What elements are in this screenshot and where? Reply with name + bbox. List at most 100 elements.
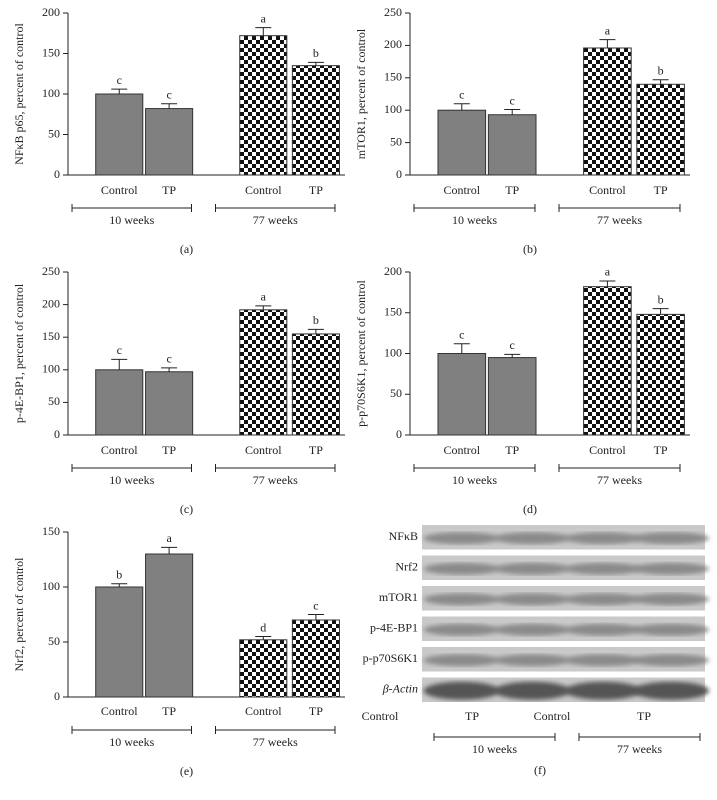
group-bracket (215, 726, 336, 734)
panel-label: (a) (180, 242, 193, 256)
significance-letter: b (658, 63, 664, 77)
significance-letter: c (459, 87, 464, 101)
group-label: 77 weeks (253, 473, 298, 487)
blot-band (633, 654, 710, 667)
y-tick-label: 100 (384, 345, 402, 359)
blot-band (565, 562, 642, 575)
x-tick-label: TP (162, 443, 176, 457)
significance-letter: c (510, 338, 515, 352)
y-tick-label: 50 (390, 386, 402, 400)
y-tick-label: 250 (42, 264, 60, 278)
blot-band (565, 654, 642, 667)
x-tick-label: Control (443, 443, 480, 457)
bar (239, 639, 288, 698)
y-tick-label: 250 (384, 5, 402, 19)
significance-letter: c (117, 73, 122, 87)
bar (291, 619, 340, 698)
significance-letter: a (605, 23, 611, 37)
x-tick-label: TP (654, 443, 668, 457)
bar (95, 586, 144, 698)
significance-letter: c (166, 352, 171, 366)
bar (583, 47, 632, 176)
y-tick-label: 100 (42, 579, 60, 593)
group-label: 10 weeks (452, 473, 497, 487)
group-bracket (71, 464, 192, 472)
blot-band (565, 593, 642, 606)
blot-row-label: mTOR1 (379, 590, 418, 604)
error-bar (652, 79, 669, 85)
group-bracket (71, 204, 192, 212)
significance-letter: c (510, 93, 515, 107)
blot-band (633, 593, 710, 606)
y-tick-label: 150 (384, 70, 402, 84)
blot-lane-label: Control (534, 709, 571, 723)
error-bar (652, 308, 669, 315)
error-bar (307, 328, 324, 334)
significance-letter: a (261, 11, 267, 25)
error-bar (599, 280, 616, 287)
blot-band (565, 532, 642, 545)
blot-band (423, 623, 500, 636)
y-tick-label: 150 (42, 524, 60, 538)
blot-row-label: NFκB (389, 529, 418, 543)
y-tick-label: 100 (42, 86, 60, 100)
bar (95, 369, 144, 436)
error-bar (255, 636, 272, 640)
x-tick-label: Control (589, 443, 626, 457)
x-tick-label: TP (505, 183, 519, 197)
y-tick-label: 50 (48, 634, 60, 648)
blot-row-label: p-p70S6K1 (363, 651, 418, 665)
group-label: 77 weeks (597, 213, 642, 227)
group-label: 10 weeks (109, 213, 154, 227)
panel-label: (c) (180, 502, 193, 516)
x-tick-label: Control (443, 183, 480, 197)
group-label: 10 weeks (472, 742, 517, 756)
blot-row-label: Nrf2 (395, 560, 418, 574)
error-bar (161, 546, 178, 554)
significance-letter: c (459, 327, 464, 341)
blot-band (494, 623, 571, 636)
x-tick-label: TP (654, 183, 668, 197)
y-tick-label: 150 (42, 45, 60, 59)
x-tick-label: Control (101, 704, 138, 718)
group-label: 77 weeks (617, 742, 662, 756)
significance-letter: b (116, 567, 122, 581)
blot-row-label: p-4E-BP1 (370, 621, 418, 635)
y-tick-label: 150 (42, 329, 60, 343)
blot-band (565, 681, 642, 700)
significance-letter: d (260, 620, 266, 634)
x-tick-label: TP (162, 183, 176, 197)
bar (487, 357, 537, 436)
x-tick-label: TP (309, 704, 323, 718)
significance-letter: a (605, 265, 611, 279)
x-tick-label: TP (309, 183, 323, 197)
y-tick-label: 100 (384, 102, 402, 116)
group-label: 77 weeks (253, 735, 298, 749)
blot-band (423, 562, 500, 575)
significance-letter: b (658, 292, 664, 306)
group-label: 77 weeks (253, 213, 298, 227)
error-bar (161, 103, 178, 109)
panel-label: (e) (180, 764, 193, 778)
bar (437, 353, 487, 436)
error-bar (453, 343, 470, 354)
significance-letter: c (313, 598, 318, 612)
error-bar (111, 88, 128, 94)
bar (291, 65, 340, 176)
x-tick-label: Control (245, 183, 282, 197)
bar (636, 313, 685, 436)
blot-band (633, 623, 710, 636)
x-tick-label: Control (589, 183, 626, 197)
significance-letter: a (261, 290, 267, 304)
blot-band (633, 681, 710, 700)
blot-row-label: β-Actin (382, 682, 418, 696)
group-bracket (558, 464, 681, 472)
bar (291, 333, 340, 436)
error-bar (111, 358, 128, 370)
bar (239, 309, 288, 436)
bar (145, 553, 194, 698)
y-tick-label: 0 (54, 427, 60, 441)
blot-band (494, 593, 571, 606)
y-tick-label: 50 (48, 394, 60, 408)
bar (145, 371, 194, 436)
